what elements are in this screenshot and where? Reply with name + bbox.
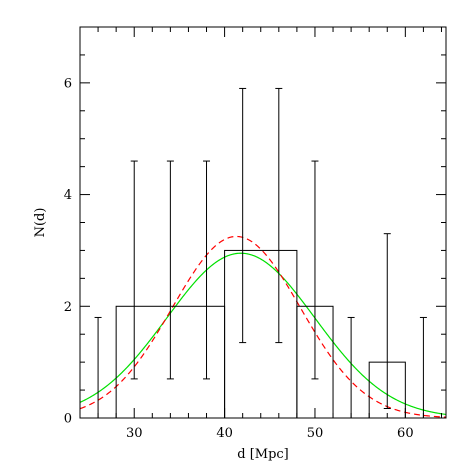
y-tick-label: 0 xyxy=(64,412,72,427)
error-bar xyxy=(239,87,247,344)
y-tick-label: 4 xyxy=(64,188,72,203)
histogram-bars xyxy=(115,249,406,419)
error-bar xyxy=(94,316,102,418)
x-tick-label: 40 xyxy=(216,426,233,441)
error-bar xyxy=(275,87,283,344)
y-tick-label: 6 xyxy=(64,76,72,91)
histogram-bin xyxy=(224,249,298,419)
fit-curves xyxy=(80,235,446,418)
x-tick-labels: 30 40 50 60 xyxy=(126,426,414,441)
y-tick-labels: 0 2 4 6 xyxy=(64,76,72,426)
axis-ticks xyxy=(79,26,446,419)
solid-fit-curve xyxy=(80,252,446,416)
error-bars xyxy=(94,87,427,418)
error-bar xyxy=(166,160,174,380)
error-bar xyxy=(419,316,427,418)
x-tick-label: 50 xyxy=(307,426,324,441)
x-tick-label: 30 xyxy=(126,426,143,441)
x-tick-label: 60 xyxy=(397,426,414,441)
x-axis-label: d [Mpc] xyxy=(237,447,289,462)
dashed-fit-curve xyxy=(80,235,446,418)
y-axis-label: N(d) xyxy=(33,208,48,238)
error-bar xyxy=(130,160,138,380)
error-bar xyxy=(311,160,319,380)
error-bar xyxy=(383,233,391,410)
y-tick-label: 2 xyxy=(64,300,72,315)
error-bar xyxy=(347,316,355,418)
error-bar xyxy=(203,160,211,380)
